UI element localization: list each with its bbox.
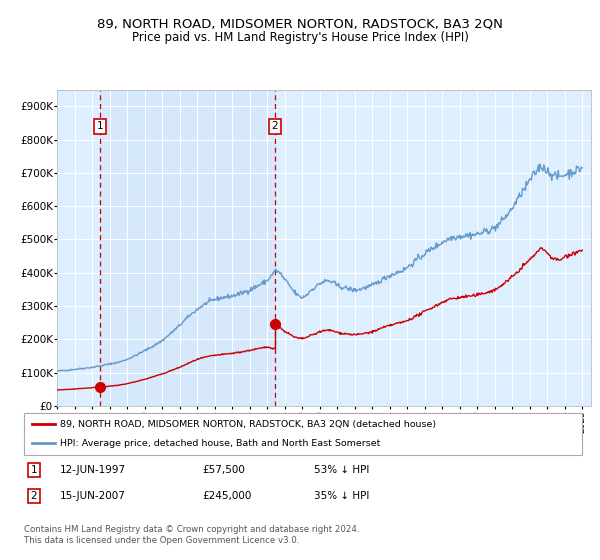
- Text: 12-JUN-1997: 12-JUN-1997: [60, 465, 127, 475]
- Bar: [100, 90, 275, 406]
- Text: 2: 2: [272, 121, 278, 131]
- Text: 53% ↓ HPI: 53% ↓ HPI: [314, 465, 370, 475]
- Text: 1: 1: [97, 121, 103, 131]
- Text: 35% ↓ HPI: 35% ↓ HPI: [314, 491, 370, 501]
- Text: Contains HM Land Registry data © Crown copyright and database right 2024.
This d: Contains HM Land Registry data © Crown c…: [24, 525, 359, 545]
- Text: 15-JUN-2007: 15-JUN-2007: [60, 491, 126, 501]
- Text: HPI: Average price, detached house, Bath and North East Somerset: HPI: Average price, detached house, Bath…: [60, 439, 380, 448]
- Text: £245,000: £245,000: [203, 491, 252, 501]
- Text: £57,500: £57,500: [203, 465, 245, 475]
- Text: Price paid vs. HM Land Registry's House Price Index (HPI): Price paid vs. HM Land Registry's House …: [131, 31, 469, 44]
- FancyBboxPatch shape: [24, 413, 582, 455]
- Text: 1: 1: [31, 465, 37, 475]
- Text: 89, NORTH ROAD, MIDSOMER NORTON, RADSTOCK, BA3 2QN (detached house): 89, NORTH ROAD, MIDSOMER NORTON, RADSTOC…: [60, 419, 436, 428]
- Text: 2: 2: [31, 491, 37, 501]
- Text: 89, NORTH ROAD, MIDSOMER NORTON, RADSTOCK, BA3 2QN: 89, NORTH ROAD, MIDSOMER NORTON, RADSTOC…: [97, 18, 503, 31]
